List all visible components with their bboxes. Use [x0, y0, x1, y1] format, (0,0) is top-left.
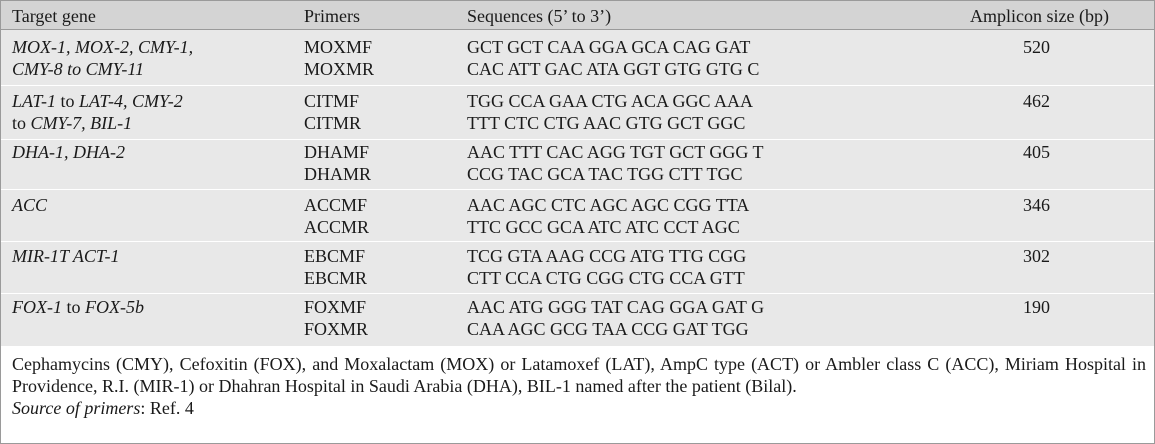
- table-row: LAT-1 to LAT-4, CMY-2 to CMY-7, BIL-1 CI…: [1, 86, 1154, 139]
- header-amplicon-size: Amplicon size (bp): [970, 6, 1109, 26]
- reverse-sequence: CCG TAC GCA TAC TGG CTT TGC: [467, 164, 743, 184]
- gene-cell: ACC: [12, 195, 48, 215]
- forward-primer: MOXMF: [304, 37, 373, 57]
- reverse-primer: ACCMR: [304, 217, 370, 237]
- table-row: DHA-1, DHA-2 DHAMF DHAMR AAC TTT CAC AGG…: [1, 137, 1154, 190]
- gene-cell-continued: to CMY-7, BIL-1: [12, 113, 133, 133]
- amplicon-size: 302: [1023, 246, 1050, 266]
- row-divider: [1, 241, 1154, 242]
- amplicon-size: 190: [1023, 297, 1050, 317]
- table-header-row: Target gene Primers Sequences (5’ to 3’)…: [1, 1, 1154, 30]
- forward-primer: FOXMF: [304, 297, 367, 317]
- gene-cell-continued: CMY-8 to CMY-11: [12, 59, 145, 79]
- primer-table: Target gene Primers Sequences (5’ to 3’)…: [1, 1, 1154, 346]
- amplicon-size: 462: [1023, 91, 1050, 111]
- reverse-primer: FOXMR: [304, 319, 369, 339]
- gene-cell: MIR-1T ACT-1: [12, 246, 120, 266]
- forward-primer: CITMF: [304, 91, 360, 111]
- amplicon-size: 346: [1023, 195, 1050, 215]
- row-divider: [1, 293, 1154, 294]
- reverse-sequence: CAA AGC GCG TAA CCG GAT TGG: [467, 319, 749, 339]
- forward-sequence: TCG GTA AAG CCG ATG TTG CGG: [467, 246, 747, 266]
- header-sequences: Sequences (5’ to 3’): [467, 6, 612, 26]
- source-note: Source of primers: Ref. 4: [12, 397, 1146, 419]
- header-primers: Primers: [304, 6, 360, 26]
- forward-sequence: AAC AGC CTC AGC AGC CGG TTA: [467, 195, 750, 215]
- reverse-primer: MOXMR: [304, 59, 375, 79]
- reverse-sequence: CTT CCA CTG CGG CTG CCA GTT: [467, 268, 745, 288]
- amplicon-size: 405: [1023, 142, 1050, 162]
- table-row: FOX-1 to FOX-5b FOXMF FOXMR AAC ATG GGG …: [1, 292, 1154, 345]
- reverse-primer: EBCMR: [304, 268, 368, 288]
- row-divider: [1, 139, 1154, 140]
- table-row: ACC ACCMF ACCMR AAC AGC CTC AGC AGC CGG …: [1, 190, 1154, 243]
- gene-cell: DHA-1, DHA-2: [12, 142, 125, 162]
- forward-primer: ACCMF: [304, 195, 368, 215]
- table-footnote: Cephamycins (CMY), Cefoxitin (FOX), and …: [12, 353, 1146, 419]
- gene-cell: LAT-1 to LAT-4, CMY-2: [12, 91, 183, 111]
- amplicon-size: 520: [1023, 37, 1050, 57]
- forward-sequence: TGG CCA GAA CTG ACA GGC AAA: [467, 91, 754, 111]
- forward-sequence: GCT GCT CAA GGA GCA CAG GAT: [467, 37, 751, 57]
- source-label: Source of primers: [12, 398, 141, 418]
- forward-sequence: AAC ATG GGG TAT CAG GGA GAT G: [467, 297, 765, 317]
- reverse-sequence: TTT CTC CTG AAC GTG GCT GGC: [467, 113, 746, 133]
- reverse-primer: DHAMR: [304, 164, 372, 184]
- forward-primer: DHAMF: [304, 142, 370, 162]
- header-target-gene: Target gene: [12, 6, 96, 26]
- row-divider: [1, 85, 1154, 86]
- abbreviations-note: Cephamycins (CMY), Cefoxitin (FOX), and …: [12, 354, 1146, 396]
- source-value: : Ref. 4: [140, 398, 194, 418]
- gene-cell: MOX-1, MOX-2, CMY-1,: [12, 37, 194, 57]
- gene-cell: FOX-1 to FOX-5b: [12, 297, 144, 317]
- reverse-primer: CITMR: [304, 113, 362, 133]
- row-divider: [1, 189, 1154, 190]
- forward-sequence: AAC TTT CAC AGG TGT GCT GGG T: [467, 142, 764, 162]
- reverse-sequence: CAC ATT GAC ATA GGT GTG GTG C: [467, 59, 760, 79]
- reverse-sequence: TTC GCC GCA ATC ATC CCT AGC: [467, 217, 740, 237]
- forward-primer: EBCMF: [304, 246, 366, 266]
- table-row: MIR-1T ACT-1 EBCMF EBCMR TCG GTA AAG CCG…: [1, 241, 1154, 294]
- table-row: MOX-1, MOX-2, CMY-1, CMY-8 to CMY-11 MOX…: [1, 32, 1154, 85]
